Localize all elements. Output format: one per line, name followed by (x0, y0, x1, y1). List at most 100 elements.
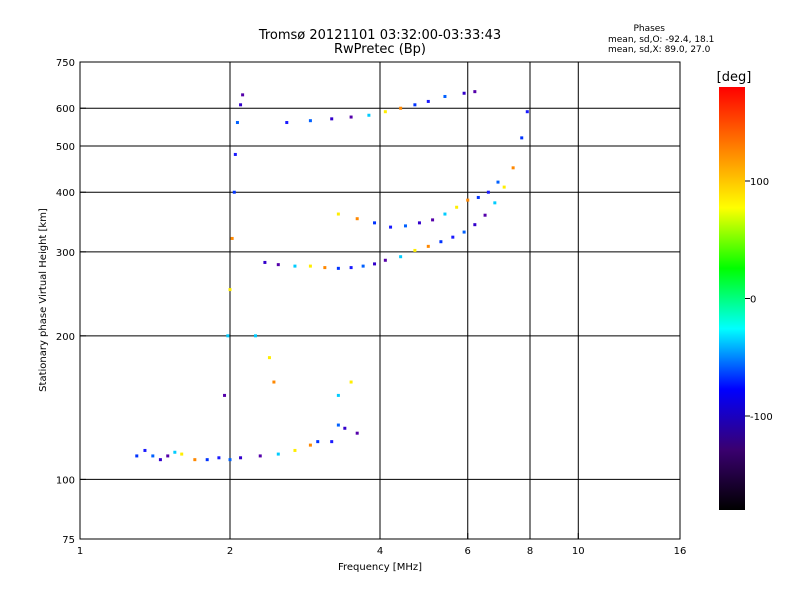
data-point (496, 180, 500, 184)
colorbar-tick-label: -100 (750, 412, 773, 423)
x-axis: 1 2 4 6 8 10 16 (77, 533, 687, 557)
data-point (483, 213, 487, 217)
data-point (349, 115, 353, 119)
data-point (462, 230, 466, 234)
data-point (239, 103, 243, 107)
data-point (502, 185, 506, 189)
data-point (233, 152, 237, 156)
data-point (367, 113, 371, 117)
colorbar-label: [deg] (717, 70, 752, 85)
data-point (413, 103, 417, 107)
data-point (373, 262, 377, 266)
data-point (426, 244, 430, 248)
data-point (476, 195, 480, 199)
x-tick-label: 8 (527, 546, 533, 557)
data-point (205, 458, 209, 462)
data-point (520, 136, 524, 140)
data-point (466, 198, 470, 202)
data-point (355, 217, 359, 221)
stats-o-line: mean, sd,O: -92.4, 18.1 (608, 35, 714, 45)
data-point (241, 93, 245, 97)
data-point (336, 393, 340, 397)
y-tick-label: 200 (56, 332, 75, 343)
data-point (413, 248, 417, 252)
data-point (473, 90, 477, 94)
stats-heading: Phases (633, 24, 665, 34)
y-tick-label: 75 (62, 535, 75, 546)
colorbar-tick-label: 100 (750, 177, 769, 188)
data-point (336, 212, 340, 216)
data-point (272, 380, 276, 384)
data-point (285, 121, 289, 125)
y-tick-label: 500 (56, 142, 75, 153)
data-point (276, 263, 280, 267)
data-point (525, 110, 529, 114)
data-point (389, 225, 393, 229)
data-point (232, 190, 236, 194)
data-point (308, 443, 312, 447)
data-point (267, 356, 271, 360)
data-point (158, 458, 162, 462)
colorbar-ticks: 100 0 -100 (745, 177, 773, 423)
x-tick-label: 2 (227, 546, 233, 557)
data-point (349, 380, 353, 384)
data-point (166, 454, 170, 458)
x-tick-label: 4 (377, 546, 383, 557)
data-point (173, 450, 177, 454)
y-tick-label: 400 (56, 188, 75, 199)
data-point (276, 452, 280, 456)
data-point (383, 258, 387, 262)
colorbar (719, 87, 745, 510)
data-point (511, 166, 515, 170)
data-point (308, 264, 312, 268)
data-point (399, 106, 403, 110)
data-points (135, 90, 529, 462)
y-tick-label: 100 (56, 475, 75, 486)
x-tick-label: 6 (465, 546, 471, 557)
y-axis-label: Stationary phase Virtual Height [km] (38, 208, 49, 392)
data-point (383, 110, 387, 114)
data-point (431, 218, 435, 222)
data-point (451, 235, 455, 239)
x-axis-label: Frequency [MHz] (338, 562, 422, 573)
data-point (462, 91, 466, 95)
data-point (426, 99, 430, 103)
data-point (493, 201, 497, 205)
data-point (263, 260, 267, 264)
y-tick-label: 300 (56, 248, 75, 259)
data-point (336, 423, 340, 427)
data-point (226, 334, 230, 338)
data-point (473, 223, 477, 227)
data-point (443, 212, 447, 216)
data-point (253, 334, 257, 338)
data-point (399, 255, 403, 259)
data-point (293, 264, 297, 268)
stats-x-line: mean, sd,X: 89.0, 27.0 (608, 45, 711, 55)
y-tick-label: 750 (56, 58, 75, 69)
data-point (180, 452, 184, 456)
chart-subtitle: RwPretec (Bp) (334, 42, 426, 57)
data-point (403, 224, 407, 228)
data-point (343, 426, 347, 430)
x-tick-label: 1 (77, 546, 83, 557)
x-tick-label: 10 (572, 546, 585, 557)
data-point (135, 454, 139, 458)
data-point (336, 266, 340, 270)
data-point (193, 458, 197, 462)
data-point (455, 205, 459, 209)
data-point (323, 266, 327, 270)
data-point (235, 121, 239, 125)
y-axis: 75 100 200 300 400 500 600 750 (56, 58, 86, 546)
data-point (330, 117, 334, 121)
chart-title: Tromsø 20121101 03:32:00-03:33:43 (258, 28, 501, 43)
data-point (228, 458, 232, 462)
x-tick-label: 16 (674, 546, 687, 557)
data-point (258, 454, 262, 458)
data-point (230, 236, 234, 240)
data-point (316, 440, 320, 444)
data-point (439, 240, 443, 244)
data-point (330, 440, 334, 444)
data-point (361, 264, 365, 268)
data-point (151, 454, 155, 458)
data-point (217, 456, 221, 460)
